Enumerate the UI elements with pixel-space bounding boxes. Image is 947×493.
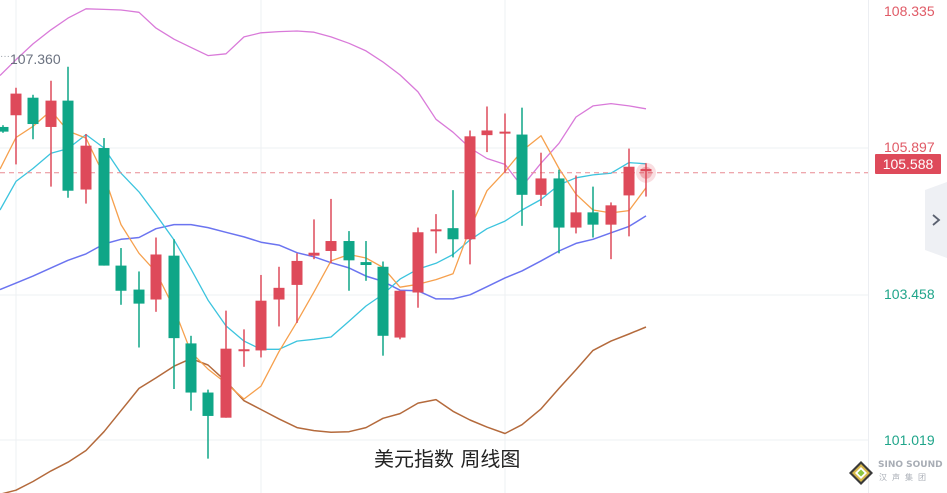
candle (481, 106, 493, 153)
candle (273, 266, 285, 327)
chevron-right-icon (931, 213, 941, 227)
logo-brand-cn: 汉声集团 (879, 473, 931, 482)
candle (430, 214, 442, 254)
candle (623, 148, 635, 237)
candle (115, 248, 127, 305)
dotted-leader-icon: ··· (0, 51, 10, 62)
candle (516, 107, 528, 226)
candle (377, 261, 389, 356)
candle (238, 329, 250, 367)
candle (464, 130, 476, 265)
candle (343, 231, 355, 291)
candle (499, 113, 511, 173)
candle (570, 175, 582, 234)
candle (168, 239, 180, 390)
diamond-logo-icon (849, 461, 873, 485)
axis-label-3: 103.458 (884, 286, 935, 302)
candle (150, 237, 162, 312)
collapse-panel-button[interactable] (925, 182, 947, 258)
chart-grid (0, 0, 868, 493)
candle (447, 190, 459, 258)
candle (80, 133, 92, 204)
candle (62, 66, 74, 198)
candle (360, 241, 372, 281)
candles (0, 66, 652, 459)
candle (185, 335, 197, 411)
chart-title: 美元指数 周线图 (374, 447, 521, 471)
candle (394, 290, 406, 340)
candle (98, 138, 110, 266)
candle (220, 310, 232, 418)
logo-brand-en: SINO SOUND (878, 460, 943, 470)
candle (640, 163, 652, 197)
candle (535, 152, 547, 206)
candle (202, 389, 214, 459)
candle (27, 94, 39, 140)
period-high-label: ···107.360 (0, 51, 61, 67)
candle (255, 274, 267, 358)
candle (605, 202, 617, 260)
bollinger-bands (0, 8, 647, 493)
candle (325, 198, 337, 264)
candle (308, 219, 320, 260)
axis-label-2: 105.897 (884, 139, 935, 155)
candle (45, 80, 57, 187)
current-price-tag: 105.588 (875, 154, 941, 174)
candle (587, 186, 599, 238)
current-price-pulse-icon (636, 162, 656, 183)
candle (412, 227, 424, 308)
candle (0, 125, 9, 133)
sino-sound-logo: SINO SOUND 汉声集团 (848, 458, 943, 488)
candle (553, 169, 565, 254)
axis-label-top: 108.335 (884, 3, 935, 19)
candle (10, 87, 22, 165)
axis-label-bottom: 101.019 (884, 432, 935, 448)
candle (291, 253, 303, 323)
candle (133, 271, 145, 348)
